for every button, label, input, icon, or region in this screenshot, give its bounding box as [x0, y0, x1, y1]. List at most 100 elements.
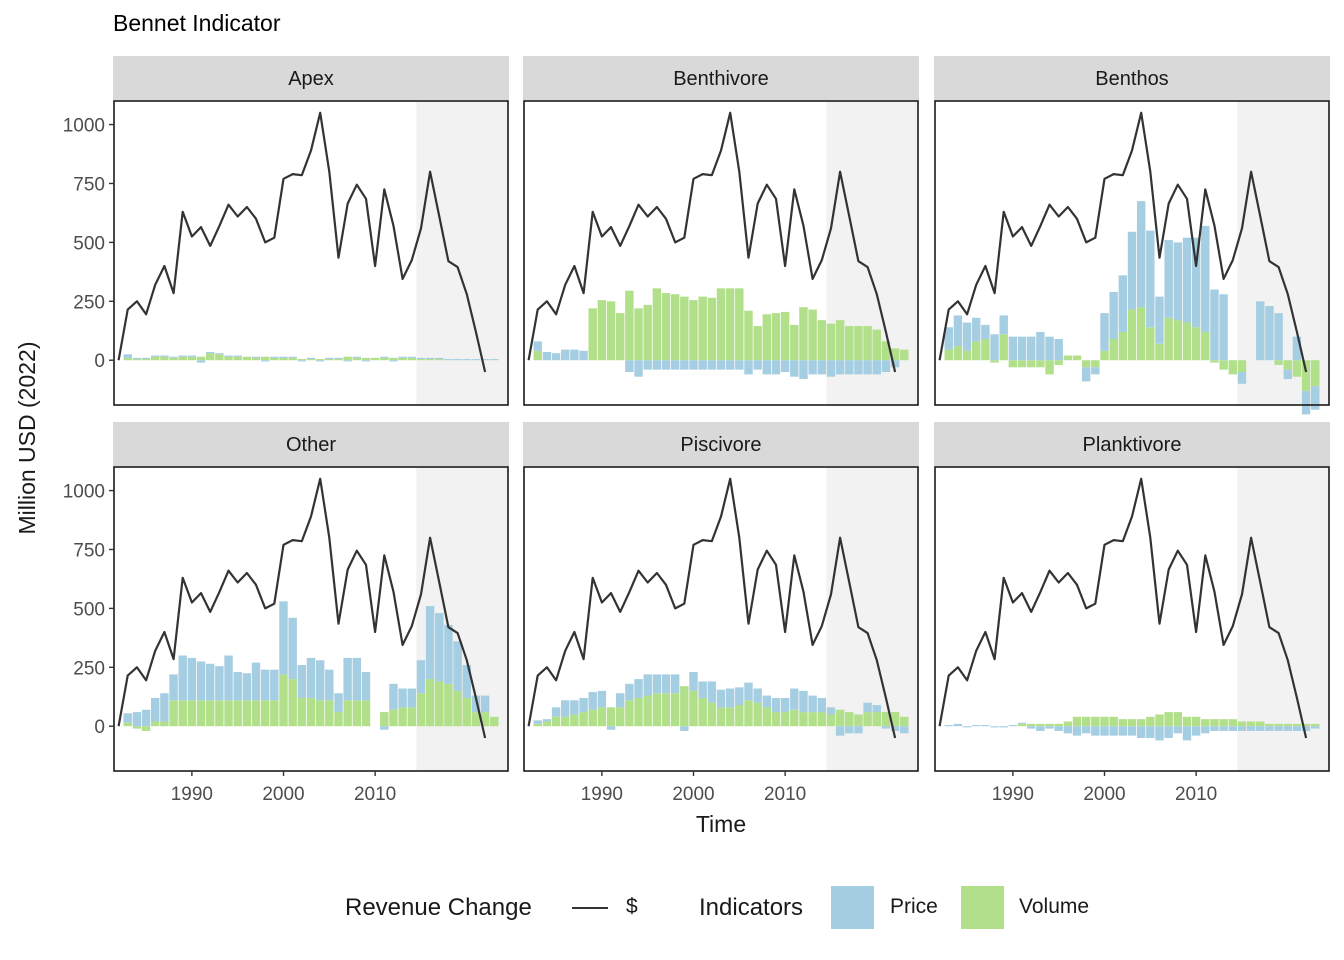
price-bar — [707, 360, 717, 370]
price-bar — [680, 726, 689, 731]
y-tick-label: 0 — [94, 717, 105, 738]
panel-border — [523, 100, 919, 406]
panel-border — [934, 466, 1330, 772]
price-bar — [689, 360, 698, 370]
volume-bar — [279, 674, 288, 727]
price-bar — [872, 360, 881, 375]
volume-bar — [325, 359, 334, 361]
price-bar — [444, 359, 453, 361]
strip-bg — [934, 56, 1330, 100]
volume-bar — [233, 356, 242, 361]
price-bar — [771, 360, 781, 375]
price-bar — [570, 349, 579, 361]
strip-bg — [523, 422, 919, 466]
volume-bar — [132, 359, 142, 361]
volume-bar — [435, 681, 444, 727]
price-bar — [1228, 726, 1238, 731]
price-bar — [297, 664, 307, 698]
volume-bar — [444, 683, 453, 727]
price-bar — [990, 334, 999, 361]
price-bar — [1301, 726, 1311, 731]
volume-bar — [725, 288, 735, 361]
legend-price-label: Price — [890, 895, 938, 918]
volume-bar — [325, 700, 334, 727]
price-bar — [1311, 386, 1320, 410]
price-bar — [334, 693, 343, 713]
price-bar — [407, 688, 417, 708]
price-bar — [1219, 294, 1228, 361]
price-bar — [215, 666, 224, 701]
price-bar — [1127, 726, 1137, 736]
price-bar — [780, 697, 790, 713]
volume-bar — [716, 288, 726, 361]
volume-bar — [625, 290, 634, 361]
price-bar — [890, 360, 900, 368]
volume-bar — [771, 712, 781, 727]
volume-bar — [698, 296, 707, 361]
price-bar — [1164, 240, 1173, 318]
volume-bar — [1136, 307, 1146, 361]
price-bar — [1283, 726, 1292, 731]
shaded-region — [1237, 101, 1329, 405]
price-bar — [1256, 726, 1265, 731]
price-bar — [625, 683, 634, 701]
price-bar — [953, 723, 963, 727]
volume-bar — [1219, 360, 1228, 370]
revenue-line — [938, 111, 1308, 373]
price-bar — [160, 355, 169, 357]
panel-benthos: Benthos — [934, 56, 1330, 415]
price-bar — [132, 357, 142, 360]
panel-planktivore: Planktivore 1990 2000 2010 — [934, 422, 1330, 805]
volume-bar — [1155, 714, 1164, 727]
volume-bar — [1228, 360, 1238, 375]
price-bar — [132, 712, 142, 727]
volume-bar — [196, 356, 206, 361]
price-bar — [1283, 369, 1292, 380]
volume-bar — [845, 326, 854, 361]
price-bar — [361, 672, 371, 701]
price-bar — [670, 360, 680, 370]
volume-bar — [762, 707, 772, 727]
legend-price-swatch — [831, 886, 874, 929]
price-bar — [1127, 231, 1137, 310]
x-tick-label: 2010 — [1175, 784, 1217, 805]
volume-bar — [890, 348, 900, 361]
price-bar — [233, 355, 242, 357]
x-tick-label: 2010 — [354, 784, 396, 805]
volume-bar — [716, 707, 726, 727]
y-tick-label: 250 — [73, 658, 105, 679]
price-bar — [652, 360, 662, 370]
price-bar — [435, 613, 444, 682]
price-bar — [1045, 336, 1054, 361]
volume-bar — [808, 309, 817, 361]
volume-bar — [762, 314, 772, 361]
volume-bar — [453, 690, 462, 727]
legend: Revenue Change $ Indicators Price Volume — [0, 884, 1344, 932]
x-tick-label: 1990 — [581, 784, 623, 805]
volume-bar — [407, 707, 417, 727]
volume-bar — [689, 300, 698, 361]
volume-bar — [1146, 327, 1155, 361]
volume-bar — [900, 716, 909, 727]
chart-title: Bennet Indicator — [113, 10, 281, 36]
volume-bar — [881, 341, 891, 361]
volume-bar — [661, 293, 671, 361]
price-bar — [169, 356, 178, 358]
volume-bar — [1274, 360, 1283, 365]
legend-volume-swatch — [961, 886, 1004, 929]
price-bar — [306, 657, 316, 698]
price-bar — [462, 664, 471, 698]
volume-bar — [1146, 716, 1155, 727]
volume-bar — [389, 357, 398, 361]
volume-bar — [780, 311, 790, 361]
price-bar — [661, 674, 671, 694]
volume-bar — [790, 324, 799, 361]
volume-bar — [334, 359, 343, 361]
price-bar — [881, 726, 891, 729]
price-bar — [863, 360, 872, 375]
price-bar — [835, 360, 845, 375]
volume-bar — [361, 357, 371, 361]
price-bar — [634, 679, 643, 698]
volume-bar — [670, 294, 680, 361]
volume-bar — [178, 700, 187, 727]
